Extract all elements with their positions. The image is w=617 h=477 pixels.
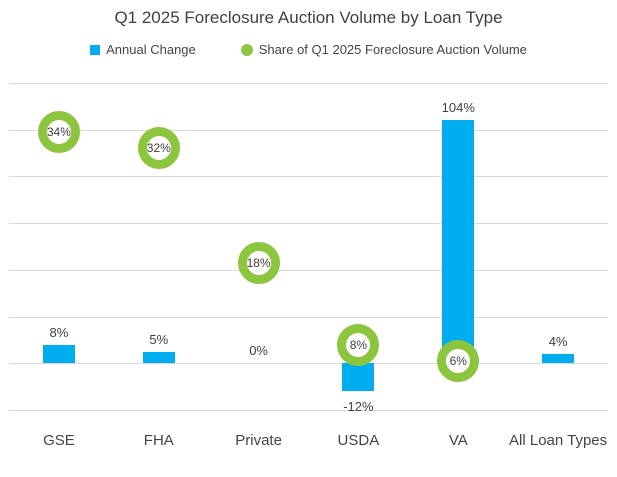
share-ring-usda: 8% bbox=[337, 323, 380, 366]
x-axis-label-usda: USDA bbox=[337, 432, 380, 449]
bar-value-label: 104% bbox=[441, 100, 475, 116]
gridline bbox=[9, 176, 608, 178]
gridline bbox=[9, 129, 608, 131]
x-axis-label-all-loan-types: All Loan Types bbox=[509, 432, 608, 449]
bar-value-label: 0% bbox=[249, 343, 268, 359]
gridline bbox=[9, 363, 608, 365]
chart-legend: Annual Change Share of Q1 2025 Foreclosu… bbox=[0, 42, 617, 57]
bar-value-label: 5% bbox=[149, 331, 169, 347]
gridline bbox=[9, 269, 608, 271]
bar-gse bbox=[42, 344, 75, 364]
bar-va bbox=[442, 120, 475, 364]
legend-item-share: Share of Q1 2025 Foreclosure Auction Vol… bbox=[240, 42, 527, 57]
share-ring-fha: 32% bbox=[137, 127, 180, 170]
bar-value-label: -12% bbox=[343, 399, 374, 415]
gridline bbox=[9, 83, 608, 84]
chart-title: Q1 2025 Foreclosure Auction Volume by Lo… bbox=[114, 8, 503, 27]
gridline bbox=[9, 223, 608, 225]
x-axis-label-va: VA bbox=[448, 432, 468, 449]
x-axis-label-fha: FHA bbox=[143, 432, 174, 449]
x-axis-label-private: Private bbox=[235, 432, 282, 449]
share-ring-va: 6% bbox=[437, 339, 480, 382]
plot-area: 8% 5% 0% -12% 104% 4% 34% 32% 18% 8% 6% bbox=[9, 83, 608, 414]
legend-square-icon bbox=[90, 44, 101, 55]
share-ring-gse: 34% bbox=[37, 111, 80, 153]
legend-label-share: Share of Q1 2025 Foreclosure Auction Vol… bbox=[258, 42, 527, 57]
share-ring-private: 18% bbox=[237, 241, 280, 284]
bar-value-label: 8% bbox=[49, 324, 69, 340]
legend-circle-icon bbox=[240, 43, 253, 56]
x-axis-label-gse: GSE bbox=[43, 432, 75, 449]
gridline bbox=[9, 316, 608, 318]
legend-label-annual-change: Annual Change bbox=[106, 42, 196, 57]
gridline bbox=[9, 410, 608, 411]
bar-all-loan-types bbox=[542, 353, 575, 364]
x-axis-labels: GSE FHA Private USDA VA All Loan Types bbox=[9, 427, 608, 477]
bar-fha bbox=[142, 351, 175, 364]
legend-item-annual-change: Annual Change bbox=[90, 42, 196, 57]
bar-usda bbox=[342, 363, 375, 392]
bar-value-label: 4% bbox=[548, 333, 568, 349]
